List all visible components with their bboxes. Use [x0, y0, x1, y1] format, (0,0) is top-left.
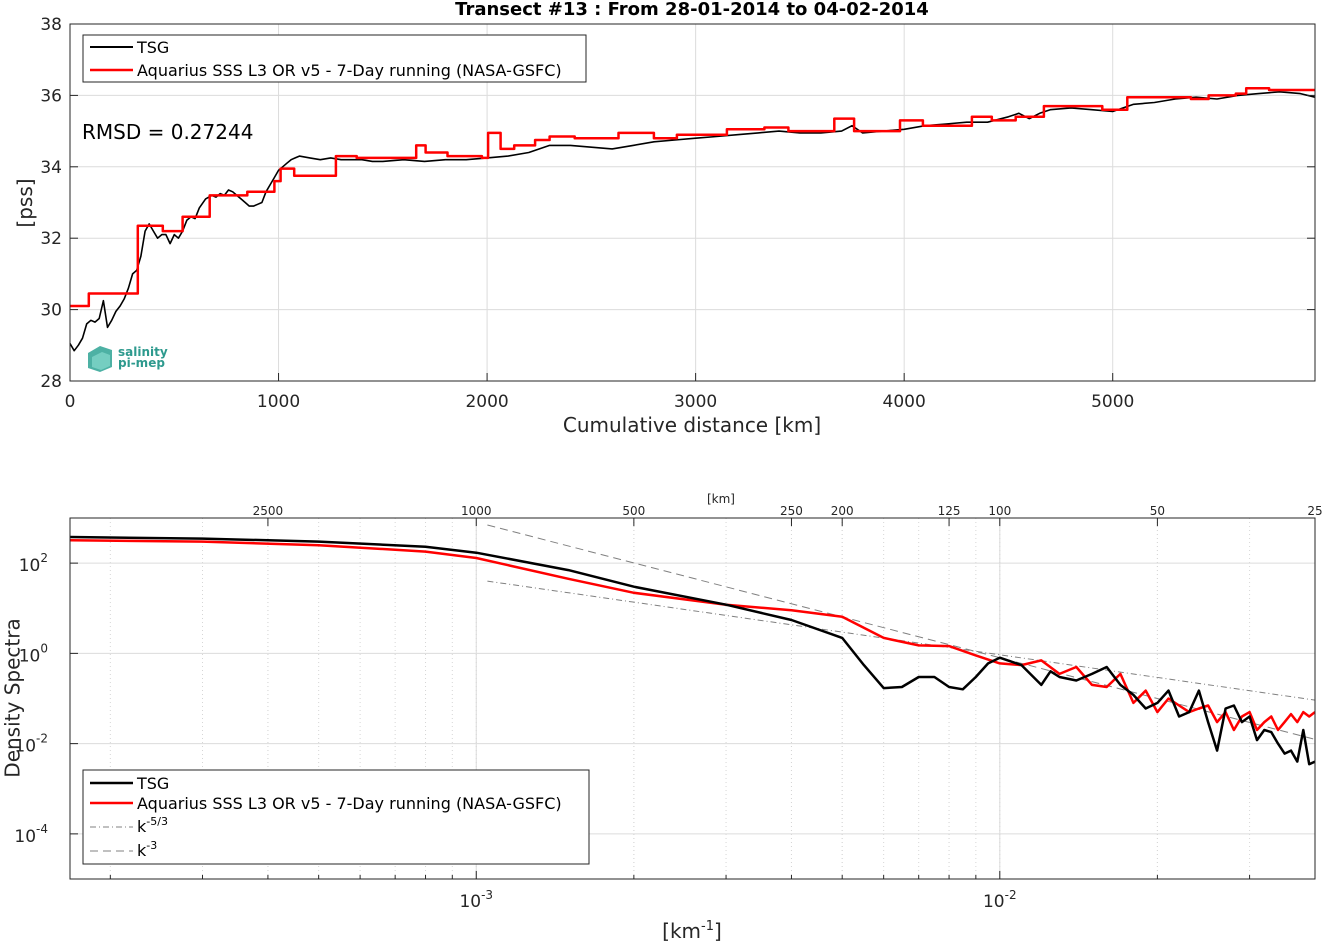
- legend-label-tsg: TSG: [136, 38, 169, 57]
- y-tick-label: 28: [40, 372, 62, 392]
- series-aquarius-spectrum: [70, 539, 1315, 732]
- y-tick-label: 10-2: [14, 732, 48, 757]
- plot-frame: [69, 23, 1316, 382]
- top-tick-label: 250: [780, 504, 803, 518]
- top-tick-label: 1000: [461, 504, 492, 518]
- legend-label-tsg: TSG: [136, 774, 169, 793]
- rmsd-annotation: RMSD = 0.27244: [82, 120, 253, 144]
- top-tick-label: 25: [1307, 504, 1322, 518]
- x-tick-label: 4000: [883, 392, 926, 412]
- chart-title: Transect #13 : From 28-01-2014 to 04-02-…: [455, 0, 929, 20]
- y-tick-label: 100: [19, 641, 48, 666]
- legend: TSG Aquarius SSS L3 OR v5 - 7-Day runnin…: [82, 34, 587, 83]
- x-tick-label: 10-3: [459, 888, 493, 912]
- top-tick-label: 200: [831, 504, 854, 518]
- y-tick-label: 36: [40, 86, 62, 106]
- y-tick-label: 10-4: [14, 822, 48, 847]
- y-axis-label: [pss]: [13, 178, 37, 227]
- axis-ticks: 10-3 10-2 10-4 10-2 100 102 2500 1000 500 250 200 1…: [14, 504, 1322, 912]
- y-tick-label: 38: [40, 15, 62, 35]
- x-tick-label: 1000: [257, 392, 300, 412]
- series-layer: [70, 524, 1315, 766]
- plot-frame: [69, 517, 1316, 880]
- top-tick-label: 2500: [253, 504, 284, 518]
- logo-mark-inner: [92, 352, 110, 370]
- salinity-pi-mep-logo: salinity pi-mep: [88, 345, 168, 372]
- legend-box: [82, 769, 590, 865]
- plot-area: [70, 24, 1315, 381]
- series-layer: [69, 87, 1316, 352]
- top-tick-label: 100: [988, 504, 1011, 518]
- x-tick-label: 0: [65, 392, 76, 412]
- series-tsg-spectrum: [70, 535, 1315, 766]
- x-tick-label: 2000: [465, 392, 508, 412]
- logo-text: salinity: [118, 345, 168, 359]
- top-tick-label: 125: [938, 504, 961, 518]
- x-tick-label: 10-2: [983, 888, 1017, 912]
- y-tick-label: 32: [40, 229, 62, 249]
- axis-ticks: 0 1000 2000 3000 4000 5000 28 30 32 34 36 38: [40, 15, 1315, 412]
- legend-label-aquarius: Aquarius SSS L3 OR v5 - 7-Day running (N…: [137, 794, 562, 813]
- x-tick-label: 3000: [674, 392, 717, 412]
- series-aquarius-line: [70, 87, 1315, 308]
- top-tick-label: 50: [1150, 504, 1165, 518]
- legend: TSG Aquarius SSS L3 OR v5 - 7-Day runnin…: [82, 769, 590, 865]
- salinity-transect-chart: Transect #13 : From 28-01-2014 to 04-02-…: [13, 0, 1316, 437]
- x-tick-label: 5000: [1091, 392, 1134, 412]
- y-tick-label: 102: [19, 551, 48, 576]
- density-spectra-chart: 10-3 10-2 10-4 10-2 100 102 2500 1000 500 250 200 1…: [1, 492, 1323, 942]
- x-axis-label: Cumulative distance [km]: [563, 413, 821, 437]
- y-tick-label: 30: [40, 301, 62, 321]
- top-tick-label: 500: [622, 504, 645, 518]
- top-axis-label: [km]: [707, 492, 735, 506]
- legend-label-aquarius: Aquarius SSS L3 OR v5 - 7-Day running (N…: [137, 61, 562, 80]
- series-tsg-line: [69, 91, 1316, 352]
- x-axis-label: [km-1]: [662, 919, 722, 942]
- y-axis-label: Density Spectra: [1, 618, 25, 777]
- y-tick-label: 34: [40, 158, 62, 178]
- logo-text-2: pi-mep: [118, 356, 165, 370]
- legend-box: [82, 34, 587, 83]
